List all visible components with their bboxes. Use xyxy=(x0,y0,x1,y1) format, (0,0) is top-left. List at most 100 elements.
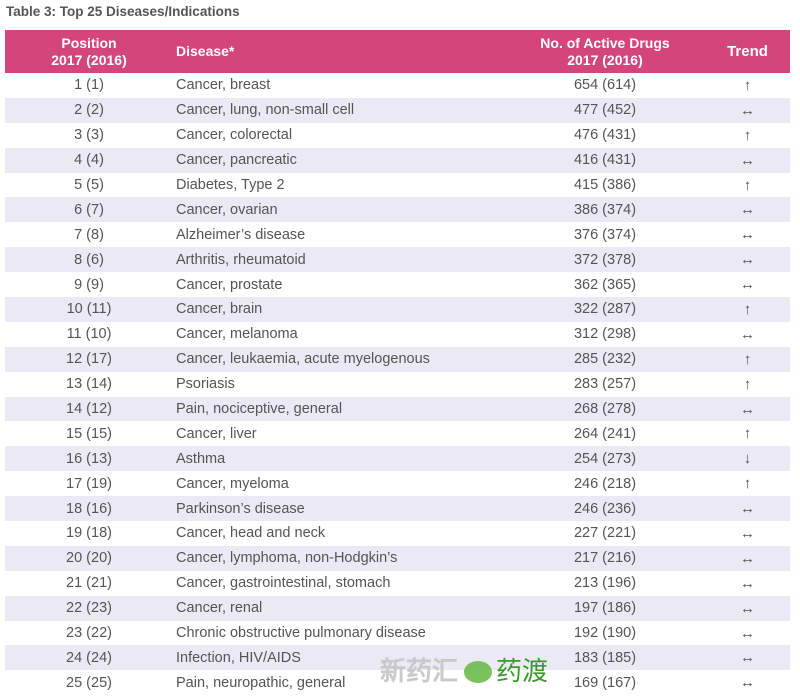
drugs-cell: 322 (287) xyxy=(573,301,637,318)
table-row: 5 (5) Diabetes, Type 2 415 (386) ↑ xyxy=(5,173,790,198)
trend-arrow-icon: ↑ xyxy=(743,375,752,393)
table-row: 1 (1) Cancer, breast 654 (614) ↑ xyxy=(5,73,790,98)
position-cell: 15 (15) xyxy=(66,425,112,442)
trend-arrow-icon: ↔ xyxy=(740,251,755,269)
drugs-cell: 227 (221) xyxy=(573,525,637,542)
position-cell: 10 (11) xyxy=(66,301,112,318)
table-row: 20 (20) Cancer, lymphoma, non-Hodgkin’s 21… xyxy=(5,545,790,571)
position-cell: 25 (25) xyxy=(66,674,112,691)
disease-cell: Cancer, leukaemia, acute myelogenous xyxy=(176,351,430,368)
trend-arrow-icon: ↑ xyxy=(743,300,752,318)
position-cell: 16 (13) xyxy=(66,450,112,467)
table-header: Position 2017 (2016) Disease* No. of Acti… xyxy=(5,30,790,73)
disease-cell: Cancer, melanoma xyxy=(176,326,298,343)
header-drugs: No. of Active Drugs 2017 (2016) xyxy=(505,30,705,73)
disease-cell: Chronic obstructive pulmonary disease xyxy=(176,625,426,642)
disease-cell: Cancer, lymphoma, non-Hodgkin’s xyxy=(176,550,398,567)
table-row: 22 (23) Cancer, renal 197 (186) ↔ xyxy=(5,595,790,621)
position-cell: 23 (22) xyxy=(66,625,112,642)
disease-cell: Alzheimer’s disease xyxy=(176,226,306,243)
disease-cell: Cancer, pancreatic xyxy=(176,152,297,169)
position-cell: 11 (10) xyxy=(66,326,112,343)
disease-cell: Cancer, myeloma xyxy=(176,475,289,492)
position-cell: 12 (17) xyxy=(66,351,112,368)
trend-arrow-icon: ↔ xyxy=(740,674,755,692)
table-row: 4 (4) Cancer, pancreatic 416 (431) ↔ xyxy=(5,147,790,173)
table-row: 9 (9) Cancer, prostate 362 (365) ↔ xyxy=(5,272,790,297)
trend-arrow-icon: ↓ xyxy=(743,450,752,468)
trend-arrow-icon: ↔ xyxy=(740,226,755,244)
table-row: 6 (7) Cancer, ovarian 386 (374) ↔ xyxy=(5,197,790,223)
drugs-cell: 169 (167) xyxy=(573,674,637,691)
trend-arrow-icon: ↔ xyxy=(740,624,755,642)
table-row: 16 (13) Asthma 254 (273) ↓ xyxy=(5,446,790,472)
trend-arrow-icon: ↑ xyxy=(743,475,752,493)
position-cell: 24 (24) xyxy=(66,649,112,666)
trend-arrow-icon: ↑ xyxy=(743,350,752,368)
table-title: Table 3: Top 25 Diseases/Indications xyxy=(6,4,240,19)
header-drugs-line2: 2017 (2016) xyxy=(567,51,643,68)
trend-arrow-icon: ↔ xyxy=(740,201,755,219)
disease-cell: Cancer, liver xyxy=(176,425,257,442)
trend-arrow-icon: ↑ xyxy=(743,425,752,443)
disease-cell: Psoriasis xyxy=(176,376,235,393)
trend-arrow-icon: ↔ xyxy=(740,101,755,119)
table-row: 2 (2) Cancer, lung, non-small cell 477 (45… xyxy=(5,97,790,123)
drugs-cell: 213 (196) xyxy=(573,575,637,592)
table-row: 21 (21) Cancer, gastrointestinal, stomach… xyxy=(5,571,790,596)
drugs-cell: 283 (257) xyxy=(573,376,637,393)
trend-arrow-icon: ↑ xyxy=(743,126,752,144)
disease-cell: Asthma xyxy=(176,450,226,467)
drugs-cell: 415 (386) xyxy=(573,177,637,193)
header-position-line1: Position xyxy=(61,34,117,51)
trend-arrow-icon: ↔ xyxy=(740,574,755,592)
header-position: Position 2017 (2016) xyxy=(5,30,173,73)
drugs-cell: 312 (298) xyxy=(573,326,637,343)
position-cell: 5 (5) xyxy=(74,177,104,193)
drugs-cell: 264 (241) xyxy=(573,425,637,442)
table-row: 24 (24) Infection, HIV/AIDS 183 (185) ↔ xyxy=(5,645,790,671)
position-cell: 9 (9) xyxy=(74,276,104,293)
table-row: 14 (12) Pain, nociceptive, general 268 (27… xyxy=(5,396,790,422)
trend-arrow-icon: ↑ xyxy=(743,76,752,94)
drugs-cell: 476 (431) xyxy=(573,127,637,144)
header-position-line2: 2017 (2016) xyxy=(51,51,127,68)
drugs-cell: 477 (452) xyxy=(573,102,637,119)
position-cell: 8 (6) xyxy=(74,251,104,268)
position-cell: 18 (16) xyxy=(66,500,112,517)
drugs-cell: 376 (374) xyxy=(573,226,637,243)
position-cell: 7 (8) xyxy=(74,226,104,243)
drugs-cell: 285 (232) xyxy=(573,351,637,368)
trend-arrow-icon: ↔ xyxy=(740,151,755,169)
position-cell: 19 (18) xyxy=(66,525,112,542)
disease-cell: Cancer, ovarian xyxy=(176,201,278,218)
trend-arrow-icon: ↔ xyxy=(740,400,755,418)
table-row: 15 (15) Cancer, liver 264 (241) ↑ xyxy=(5,421,790,446)
drugs-cell: 254 (273) xyxy=(573,450,637,467)
disease-cell: Arthritis, rheumatoid xyxy=(176,251,306,268)
drugs-cell: 654 (614) xyxy=(573,77,637,94)
drugs-cell: 386 (374) xyxy=(573,201,637,218)
trend-arrow-icon: ↔ xyxy=(740,276,755,294)
position-cell: 17 (19) xyxy=(66,475,112,492)
position-cell: 3 (3) xyxy=(74,127,104,144)
table-row: 18 (16) Parkinson’s disease 246 (236) ↔ xyxy=(5,496,790,522)
disease-cell: Parkinson’s disease xyxy=(176,500,305,517)
table-row: 25 (25) Pain, neuropathic, general 169 (16… xyxy=(5,670,790,695)
position-cell: 4 (4) xyxy=(74,152,104,169)
drugs-cell: 246 (236) xyxy=(573,500,637,517)
table-row: 8 (6) Arthritis, rheumatoid 372 (378) ↔ xyxy=(5,247,790,273)
disease-cell: Infection, HIV/AIDS xyxy=(176,649,301,666)
drugs-cell: 192 (190) xyxy=(573,625,637,642)
position-cell: 6 (7) xyxy=(74,201,104,218)
disease-cell: Pain, nociceptive, general xyxy=(176,401,343,418)
disease-cell: Pain, neuropathic, general xyxy=(176,674,346,691)
trend-arrow-icon: ↔ xyxy=(740,649,755,667)
position-cell: 22 (23) xyxy=(66,600,112,617)
table-row: 13 (14) Psoriasis 283 (257) ↑ xyxy=(5,372,790,397)
disease-cell: Cancer, lung, non-small cell xyxy=(176,102,355,119)
diseases-table: Position 2017 (2016) Disease* No. of Acti… xyxy=(5,30,790,695)
header-drugs-line1: No. of Active Drugs xyxy=(540,34,670,51)
drugs-cell: 362 (365) xyxy=(573,276,637,293)
drugs-cell: 183 (185) xyxy=(573,649,637,666)
